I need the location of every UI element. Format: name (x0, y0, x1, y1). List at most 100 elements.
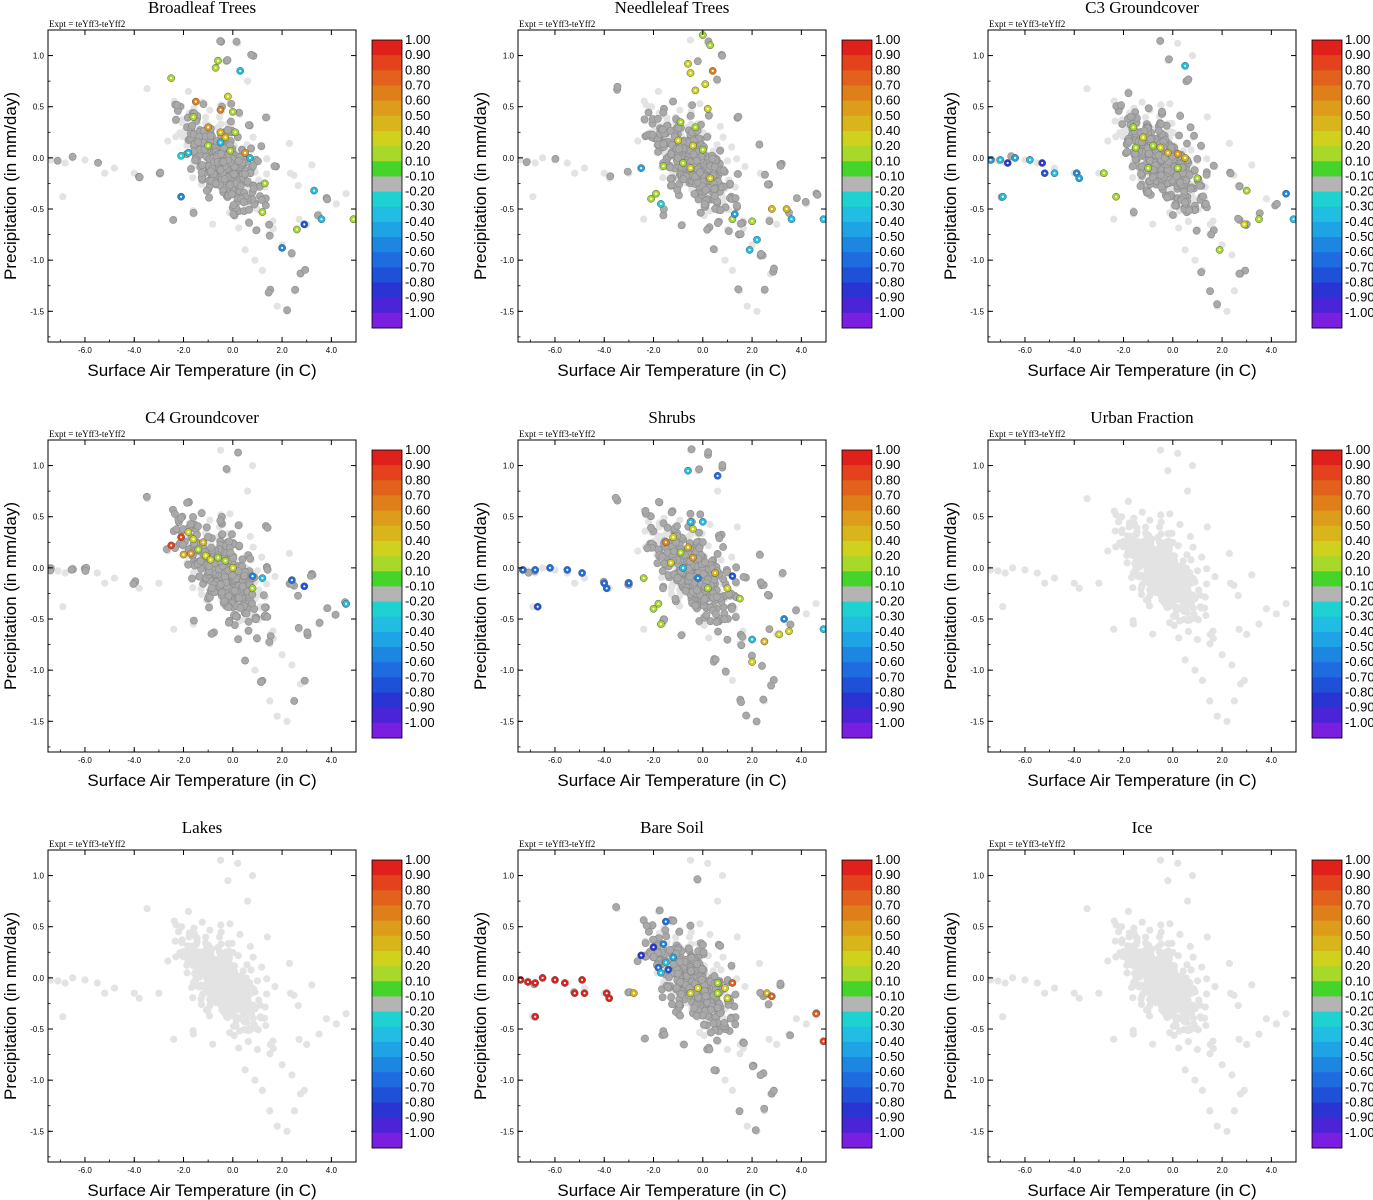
neutral-point (207, 584, 216, 592)
colorbar-label: -0.20 (405, 594, 435, 609)
colorbar: 1.000.900.800.700.600.500.400.200.10-0.1… (371, 442, 435, 739)
neutral-point (261, 603, 269, 612)
background-point (285, 139, 293, 147)
neutral-point (1157, 171, 1165, 180)
data-point-center (731, 218, 734, 221)
experiment-label: Expt = teYff3-teYff2 (49, 429, 125, 439)
data-point-center (704, 83, 707, 86)
background-point (54, 567, 62, 575)
data-point-center (261, 577, 264, 580)
background-point (640, 215, 648, 223)
y-tick-label: 0.0 (33, 564, 45, 573)
background-point (658, 573, 666, 582)
colorbar-swatch (842, 252, 872, 268)
plot-frame (987, 29, 1297, 343)
neutral-point (216, 165, 225, 174)
colorbar-swatch (372, 206, 402, 223)
background-point (235, 224, 243, 232)
background-point (189, 174, 197, 182)
background-point (273, 302, 281, 310)
neutral-point (205, 193, 213, 202)
colorbar-label: 0.20 (405, 138, 430, 153)
neutral-point (686, 112, 695, 120)
data-point-center (691, 144, 695, 147)
background-point (641, 527, 649, 535)
neutral-point (222, 465, 231, 473)
neutral-point (734, 170, 742, 178)
background-point (741, 163, 749, 171)
colorbar-swatch (372, 722, 402, 739)
background-point (332, 200, 340, 208)
neutral-point (226, 117, 235, 126)
background-point (197, 590, 206, 599)
neutral-point (1171, 201, 1180, 210)
data-point-center (790, 218, 793, 221)
colorbar-label: -0.20 (405, 184, 435, 199)
colorbar-label: 0.60 (1345, 93, 1370, 108)
neutral-point (229, 201, 238, 209)
background-point (676, 106, 684, 114)
neutral-point (1190, 166, 1199, 175)
data-point-center (313, 189, 316, 192)
colorbar-frame (1311, 39, 1343, 329)
data-point-center (224, 559, 227, 562)
neutral-point (1199, 192, 1207, 201)
neutral-point (156, 168, 165, 177)
background-point (110, 164, 119, 172)
neutral-point (247, 50, 256, 59)
experiment-label: Expt = teYff3-teYff2 (989, 19, 1065, 29)
neutral-point (246, 554, 255, 563)
colorbar-swatch (372, 115, 402, 132)
data-point-center (180, 536, 183, 539)
colorbar-label: 0.10 (405, 563, 430, 578)
data-point-center (281, 246, 284, 249)
x-tick-label: -2.0 (177, 756, 191, 765)
background-point (101, 169, 109, 177)
neutral-point (263, 613, 272, 621)
data-point-center (1285, 192, 1288, 195)
data-point-center (192, 538, 195, 541)
neutral-point (206, 132, 215, 140)
x-tick-label: -2.0 (177, 346, 191, 355)
background-point (249, 543, 257, 551)
data-point-center (650, 197, 653, 200)
background-point (654, 87, 663, 95)
neutral-point (234, 448, 242, 457)
y-tick-label: 1.0 (33, 462, 45, 471)
background-point (1157, 101, 1165, 109)
neutral-point (189, 208, 198, 217)
x-tick-label: -6.0 (78, 346, 92, 355)
y-axis-label: Precipitation (in mm/day) (471, 92, 490, 280)
colorbar-label: 0.80 (875, 62, 900, 77)
neutral-point (665, 163, 674, 172)
neutral-point (716, 146, 724, 155)
background-point (529, 193, 537, 201)
background-point (1166, 100, 1174, 108)
colorbar-label: -0.40 (1345, 214, 1373, 229)
background-point (531, 159, 539, 167)
data-point-center (822, 218, 825, 221)
neutral-point (653, 115, 662, 123)
colorbar-swatch (372, 450, 402, 466)
colorbar-frame (371, 39, 403, 329)
background-point (59, 193, 67, 201)
colorbar-label: -0.90 (875, 290, 905, 305)
data-point-center (1147, 167, 1150, 170)
data-point-center (694, 126, 697, 129)
background-point (308, 161, 316, 169)
colorbar-label: 1.00 (405, 32, 430, 47)
neutral-point (224, 618, 233, 627)
data-point-center (1243, 223, 1246, 226)
colorbar-swatch (372, 100, 402, 117)
background-point (1111, 117, 1119, 125)
data-point-center (689, 71, 692, 75)
colorbar-label: -0.10 (1345, 168, 1373, 183)
colorbar-swatch (372, 540, 402, 557)
plot-area (48, 446, 350, 725)
colorbar-swatch (372, 282, 402, 299)
neutral-point (232, 37, 241, 46)
data-point-center (239, 69, 242, 72)
background-point (1262, 195, 1270, 203)
neutral-point (331, 611, 340, 619)
